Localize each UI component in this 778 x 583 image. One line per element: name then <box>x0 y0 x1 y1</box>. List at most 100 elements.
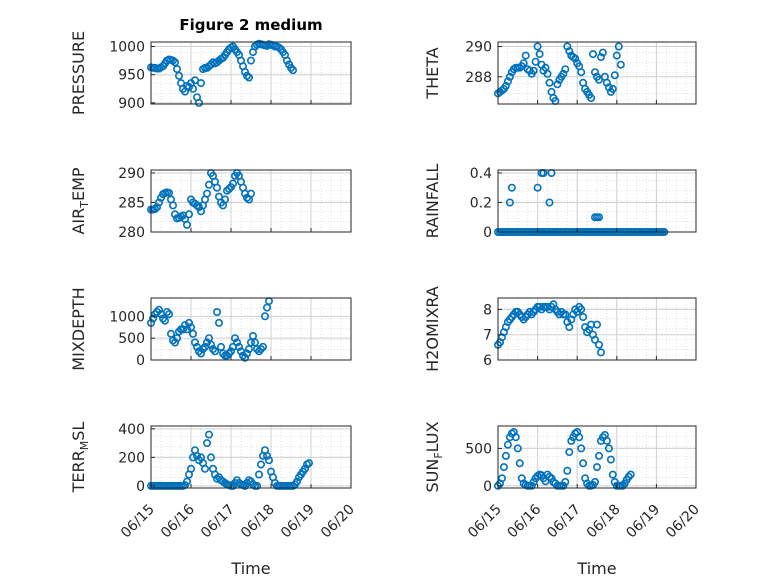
data-point <box>229 179 238 188</box>
data-point <box>193 451 202 460</box>
data-point <box>282 56 291 65</box>
data-point <box>185 318 194 327</box>
data-point <box>587 94 596 103</box>
data-point <box>610 71 619 80</box>
subplot-theta: 288 290 THETA <box>423 40 697 106</box>
data-point <box>221 195 230 204</box>
data-point <box>533 42 542 51</box>
data-point <box>596 348 605 357</box>
y-tick-label: 1000 <box>109 40 145 56</box>
y-axis-label: AIRTEMP <box>69 167 91 234</box>
data-point <box>588 50 597 59</box>
y-tick-label: 0.4 <box>470 166 492 182</box>
data-point <box>241 67 250 76</box>
y-tick-label: 400 <box>118 422 145 438</box>
data-point <box>207 453 216 462</box>
data-point <box>561 477 570 486</box>
y-axis-label: RAINFALL <box>423 164 442 239</box>
data-point <box>173 65 182 74</box>
y-tick-label: 200 <box>118 450 145 466</box>
data-point <box>545 198 554 207</box>
data-point <box>545 78 554 87</box>
y-tick-label: 900 <box>118 96 145 112</box>
data-point <box>262 451 271 460</box>
data-point <box>260 312 269 321</box>
x-axis-label: Time <box>230 559 270 578</box>
data-point <box>577 68 586 77</box>
data-point <box>292 477 301 486</box>
y-tick-label: 0 <box>136 479 145 495</box>
data-point <box>577 444 586 453</box>
data-point <box>533 183 542 192</box>
data-point <box>563 466 572 475</box>
data-point <box>183 220 192 229</box>
data-point <box>594 75 603 84</box>
y-tick-label: 500 <box>118 331 145 347</box>
y-tick-label: 0 <box>483 479 492 495</box>
data-point <box>165 310 174 319</box>
y-tick-label: 7 <box>483 328 492 344</box>
data-point <box>203 338 212 347</box>
data-point <box>590 477 599 486</box>
data-point <box>577 305 586 314</box>
data-point <box>604 83 613 92</box>
data-point <box>507 183 516 192</box>
data-point <box>519 59 528 68</box>
data-point <box>264 456 273 465</box>
data-point <box>565 323 574 332</box>
data-point <box>179 325 188 334</box>
axes-box <box>150 169 352 233</box>
y-tick-label: 280 <box>118 225 145 241</box>
subplot-grid: 900 950 1000 PRESSURE 288 290 THETA 280 285 290 AI… <box>69 31 703 578</box>
data-point <box>191 338 200 347</box>
subplot-rainfall: 0 0.2 0.4 RAINFALL <box>423 164 697 241</box>
y-tick-label: 285 <box>118 195 145 211</box>
data-point <box>531 57 540 66</box>
data-point <box>592 320 601 329</box>
y-axis-label: MIXDEPTH <box>69 287 88 370</box>
data-point <box>626 470 635 479</box>
data-point <box>503 77 512 86</box>
data-point <box>169 201 178 210</box>
data-point <box>274 43 283 52</box>
data-point <box>153 203 162 212</box>
data-point <box>616 60 625 69</box>
data-point <box>189 329 198 338</box>
axes-box <box>150 41 352 105</box>
data-point <box>247 56 256 65</box>
y-tick-label: 290 <box>118 166 145 182</box>
data-point <box>571 54 580 63</box>
data-point <box>602 436 611 445</box>
data-point <box>561 65 570 74</box>
data-point <box>247 189 256 198</box>
data-point <box>612 51 621 60</box>
data-point <box>155 198 164 207</box>
y-tick-label: 0.2 <box>470 195 492 211</box>
data-point <box>501 81 510 90</box>
data-point <box>499 463 508 472</box>
data-point <box>155 305 164 314</box>
y-tick-label: 950 <box>118 68 145 84</box>
data-point <box>253 481 262 490</box>
figure-title: Figure 2 medium <box>179 16 322 34</box>
data-point <box>189 84 198 93</box>
subplot-mixdepth: 0 500 1000 MIXDEPTH <box>69 287 352 371</box>
data-point <box>561 310 570 319</box>
data-point <box>594 451 603 460</box>
data-point <box>215 318 224 327</box>
data-point <box>161 316 170 325</box>
data-point <box>604 444 613 453</box>
y-tick-label: 500 <box>465 441 492 457</box>
y-axis-label: TERRMSL <box>69 422 91 494</box>
axes-box <box>150 297 352 361</box>
data-point <box>227 347 236 356</box>
data-point <box>304 459 313 468</box>
data-point <box>529 66 538 75</box>
data-point <box>513 444 522 453</box>
data-point <box>185 210 194 219</box>
data-point <box>187 464 196 473</box>
data-point <box>288 66 297 75</box>
data-point <box>503 440 512 449</box>
data-point <box>225 184 234 193</box>
